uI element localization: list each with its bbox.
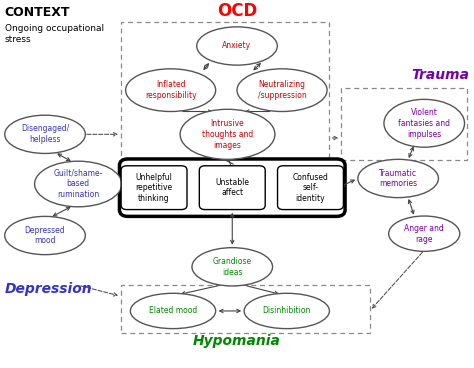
Text: Grandiose
ideas: Grandiose ideas xyxy=(213,257,252,277)
Ellipse shape xyxy=(5,216,85,255)
Text: Anxiety: Anxiety xyxy=(222,42,252,50)
Text: Ongoing occupational
stress: Ongoing occupational stress xyxy=(5,24,104,44)
Ellipse shape xyxy=(130,293,216,329)
Text: CONTEXT: CONTEXT xyxy=(5,6,70,18)
Text: Disinhibition: Disinhibition xyxy=(263,307,311,315)
Text: Traumatic
memories: Traumatic memories xyxy=(379,169,417,188)
Ellipse shape xyxy=(5,115,85,153)
Text: Depressed
mood: Depressed mood xyxy=(25,226,65,245)
FancyBboxPatch shape xyxy=(199,166,265,210)
Text: Neutralizing
/suppression: Neutralizing /suppression xyxy=(258,80,306,100)
Text: Unstable
affect: Unstable affect xyxy=(215,178,249,197)
Text: OCD: OCD xyxy=(217,2,257,20)
Text: Guilt/shame-
based
rumination: Guilt/shame- based rumination xyxy=(54,169,103,199)
Text: Unhelpful
repetitive
thinking: Unhelpful repetitive thinking xyxy=(136,173,173,202)
Ellipse shape xyxy=(244,293,329,329)
Ellipse shape xyxy=(237,69,327,112)
Text: Inflated
responsibility: Inflated responsibility xyxy=(145,80,196,100)
FancyBboxPatch shape xyxy=(121,166,187,210)
Ellipse shape xyxy=(126,69,216,112)
Text: Depression: Depression xyxy=(5,282,92,296)
Text: Anger and
rage: Anger and rage xyxy=(404,224,444,244)
Text: Hypomania: Hypomania xyxy=(193,334,281,348)
Ellipse shape xyxy=(192,248,273,286)
Text: Elated mood: Elated mood xyxy=(149,307,197,315)
Ellipse shape xyxy=(180,109,275,159)
FancyBboxPatch shape xyxy=(277,166,343,210)
Text: Trauma: Trauma xyxy=(411,68,469,82)
Ellipse shape xyxy=(35,161,122,207)
Text: Confused
self-
identity: Confused self- identity xyxy=(292,173,328,202)
Ellipse shape xyxy=(384,99,465,147)
Text: Intrusive
thoughts and
images: Intrusive thoughts and images xyxy=(202,119,253,149)
FancyBboxPatch shape xyxy=(119,159,345,216)
Text: Disengaged/
helpless: Disengaged/ helpless xyxy=(21,124,69,144)
Text: Violent
fantasies and
impulses: Violent fantasies and impulses xyxy=(398,108,450,138)
Ellipse shape xyxy=(389,216,460,251)
Ellipse shape xyxy=(197,27,277,65)
Ellipse shape xyxy=(358,159,438,198)
